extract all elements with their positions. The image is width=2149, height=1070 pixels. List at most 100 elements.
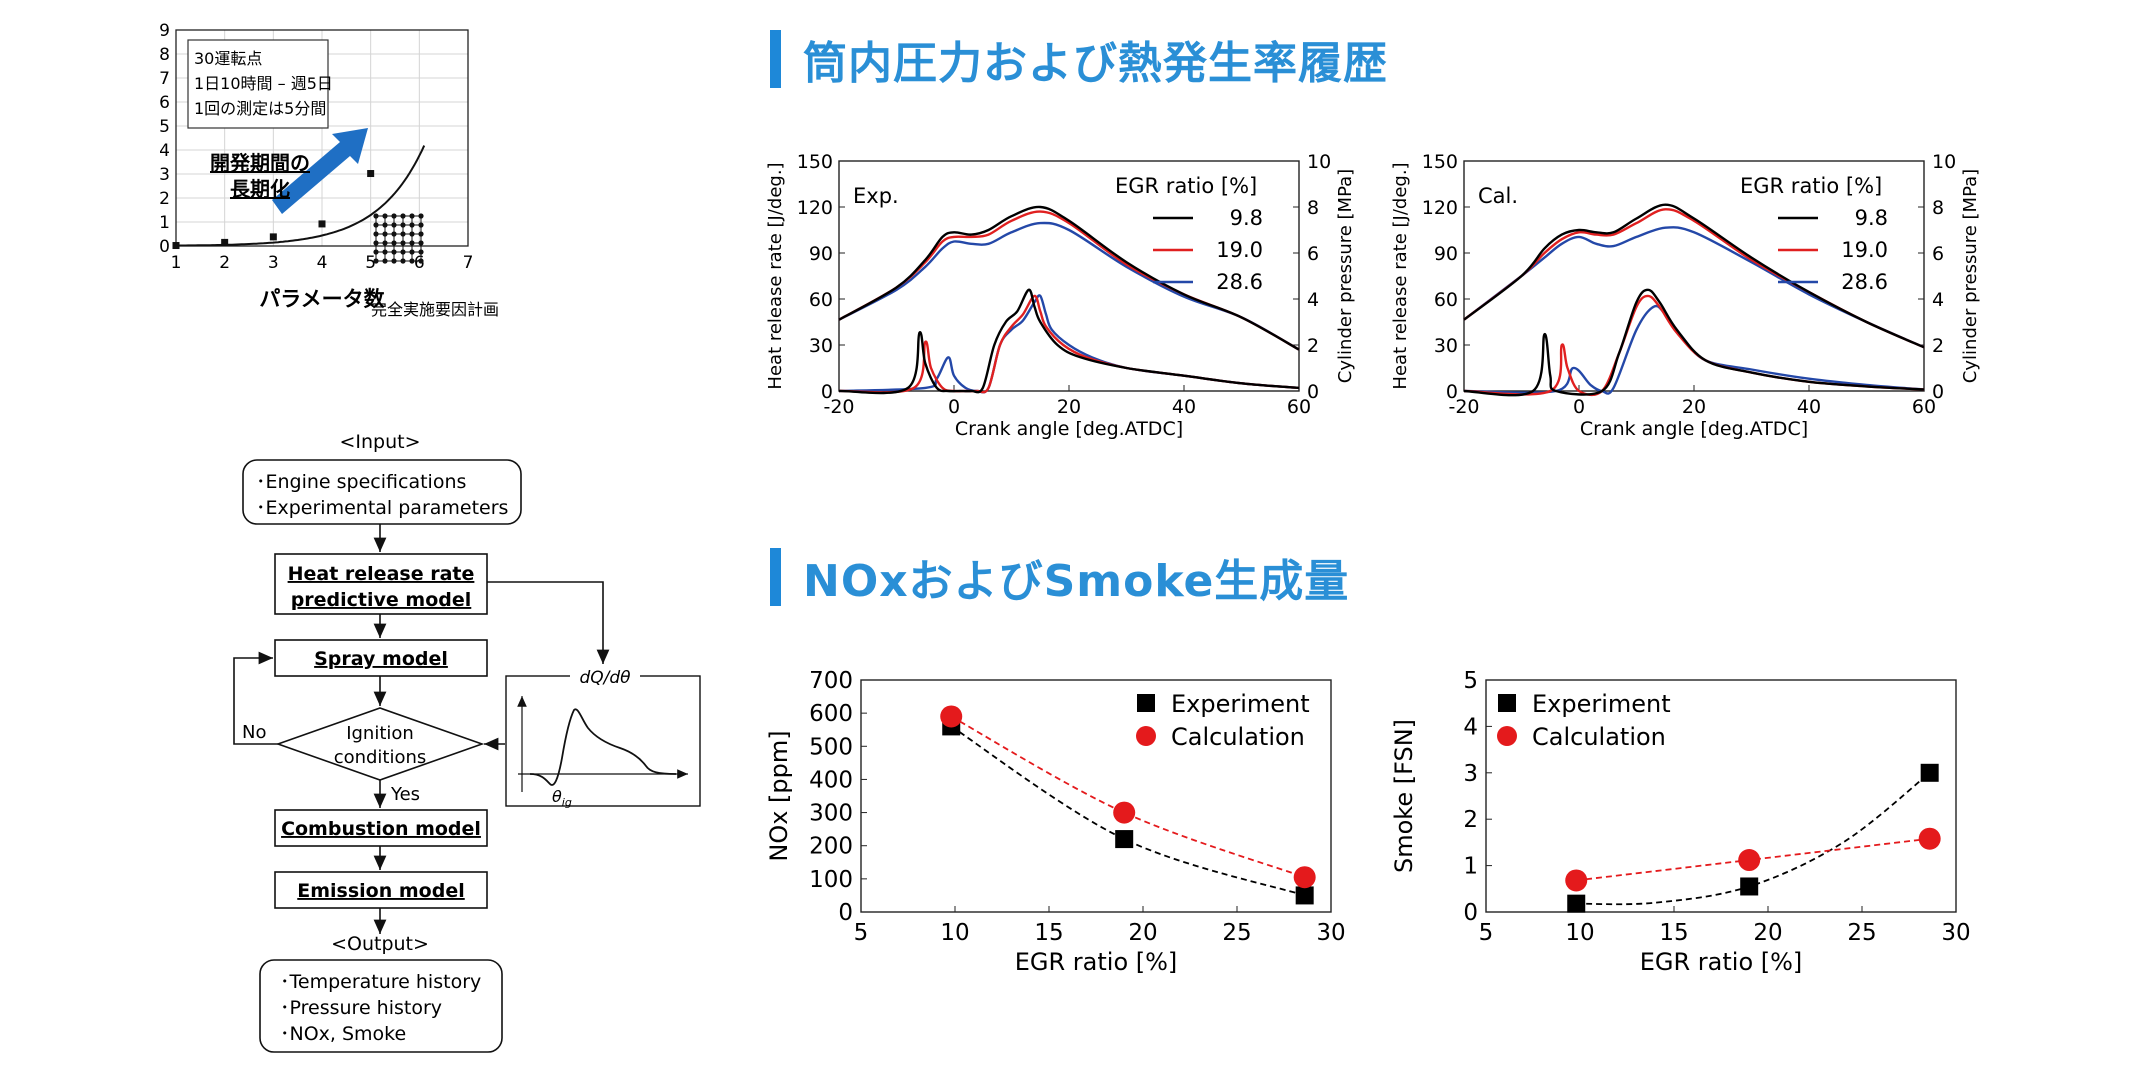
emissions-section-title: NOxおよびSmoke生成量 — [770, 548, 1350, 607]
x-tick-label: 40 — [1797, 396, 1821, 418]
y-axis-label-right: Cylinder pressure [MPa] — [1960, 169, 1981, 383]
y-tick-label-right: 8 — [1307, 197, 1319, 219]
y-tick-label: 1 — [1463, 854, 1478, 880]
x-tick-label: 1 — [171, 253, 182, 273]
y-tick-label: 6 — [160, 93, 170, 113]
x-tick-label: 60 — [1912, 396, 1936, 418]
y-axis-label-left: Heat release rate [J/deg.] — [765, 162, 786, 389]
nox-chart: 0 100 200 300 400 500 600 700 5 10 15 20 25 30 Experim… — [765, 668, 1345, 976]
flow-connector — [487, 581, 610, 664]
conditions-text: 1日10時間 – 週5日 — [194, 74, 333, 93]
x-tick-label: -20 — [1448, 396, 1479, 418]
data-point — [269, 233, 277, 241]
y-tick-label-left: 150 — [797, 151, 833, 173]
emission-plot: 0 100 200 300 400 500 600 700 5 10 15 20 25 30 Experim… — [765, 668, 1345, 976]
output-label: <Output> — [331, 933, 429, 955]
data-point — [367, 170, 375, 178]
experiment-point — [1295, 886, 1314, 905]
y-tick-label: 300 — [809, 801, 853, 827]
calculation-point — [1113, 801, 1136, 824]
legend-experiment-marker — [1137, 694, 1155, 712]
legend-title: EGR ratio [%] — [1115, 174, 1257, 198]
y-tick-label: 400 — [809, 767, 853, 793]
x-tick-label: 10 — [940, 920, 969, 946]
y-tick-label-right: 8 — [1932, 197, 1944, 219]
conditions-text: 30運転点 — [194, 49, 262, 68]
y-tick-label-right: 6 — [1932, 243, 1944, 265]
y-tick-label: 1 — [160, 213, 170, 233]
spray-model-box — [274, 639, 488, 677]
legend-calculation-marker — [1136, 726, 1156, 746]
ignition-line2: conditions — [334, 747, 427, 768]
y-tick-label-left: 120 — [797, 197, 833, 219]
x-tick-label: 15 — [1659, 920, 1688, 946]
combustion-model-box — [274, 809, 488, 847]
x-tick-label: 6 — [414, 253, 425, 273]
y-tick-label: 5 — [160, 117, 170, 137]
emissions-title: NOxおよびSmoke生成量 — [803, 556, 1350, 607]
y-tick-label: 3 — [1463, 761, 1478, 787]
legend-label: 9.8 — [1855, 206, 1888, 230]
y-tick-label-left: 0 — [821, 381, 833, 403]
y-tick-label: 0 — [838, 900, 853, 926]
y-tick-label-right: 4 — [1932, 289, 1944, 311]
input-label: <Input> — [339, 431, 420, 453]
heat-release-model-line2: predictive model — [291, 589, 472, 611]
title-accent-bar — [770, 30, 781, 88]
y-tick-label-left: 60 — [809, 289, 833, 311]
calculation-point — [940, 705, 963, 728]
calculation-point — [1738, 849, 1761, 872]
data-point — [172, 242, 180, 250]
inset-title-bg — [570, 666, 640, 688]
hrr-line-28.6 — [838, 294, 1300, 394]
y-tick-label: 9 — [160, 21, 170, 41]
y-tick-label: 700 — [809, 668, 853, 694]
y-tick-label: 8 — [160, 45, 170, 65]
x-tick-label: 2 — [219, 253, 230, 273]
heat-release-model-line1: Heat release rate — [288, 563, 475, 585]
x-tick-label: 30 — [1316, 920, 1345, 946]
y-tick-label-right: 10 — [1932, 151, 1956, 173]
conditions-text: 1回の測定は5分間 — [194, 99, 326, 118]
x-tick-label: 20 — [1682, 396, 1706, 418]
input-item-engine: ･Engine specifications — [256, 471, 466, 493]
calculation-trend-line — [950, 715, 1306, 879]
smoke-chart: 0 1 2 3 4 5 5 10 15 20 25 30 Experiment Calculation EG… — [1390, 668, 1970, 976]
y-tick-label-left: 150 — [1422, 151, 1458, 173]
calculation-point — [1293, 866, 1316, 889]
heat-release-title: 筒内圧力および熱発生率履歴 — [803, 38, 1388, 89]
pressure-line-28.6 — [838, 221, 1300, 351]
calibration-month-chart: 01234567891234567パラメータ数適合にかかる月数30運転点1日10… — [160, 21, 499, 319]
x-tick-label: 30 — [1941, 920, 1970, 946]
inset-theta-ig: θig — [552, 787, 572, 809]
y-tick-label-right: 6 — [1307, 243, 1319, 265]
y-axis-label: NOx [ppm] — [765, 730, 793, 861]
data-point — [221, 238, 229, 246]
output-item-pressure: ･Pressure history — [280, 997, 442, 1019]
emission-model-box — [274, 871, 488, 909]
output-box — [259, 959, 503, 1053]
y-tick-label-left: 90 — [809, 243, 833, 265]
y-tick-label-left: 120 — [1422, 197, 1458, 219]
y-tick-label: 2 — [1463, 807, 1478, 833]
x-axis-label: EGR ratio [%] — [1640, 948, 1803, 976]
emission-plot: 0 1 2 3 4 5 5 10 15 20 25 30 Experiment Calculation EG… — [1390, 668, 1970, 976]
conditions-box — [187, 39, 329, 129]
y-tick-label-left: 30 — [1434, 335, 1458, 357]
no-label: No — [242, 722, 266, 743]
yes-label: Yes — [390, 784, 420, 805]
x-tick-label: 20 — [1753, 920, 1782, 946]
hrr-line-28.6 — [1463, 304, 1925, 395]
x-tick-label: 5 — [854, 920, 869, 946]
legend-label: 9.8 — [1230, 206, 1263, 230]
legend-title: EGR ratio [%] — [1740, 174, 1882, 198]
experiment-point — [1567, 894, 1586, 913]
x-tick-label: 20 — [1128, 920, 1157, 946]
ignition-decision-diamond — [275, 707, 485, 781]
output-item-nox-smoke: ･NOx, Smoke — [280, 1023, 406, 1045]
growth-curve — [176, 145, 426, 247]
x-tick-label: 3 — [268, 253, 279, 273]
y-tick-label: 600 — [809, 701, 853, 727]
